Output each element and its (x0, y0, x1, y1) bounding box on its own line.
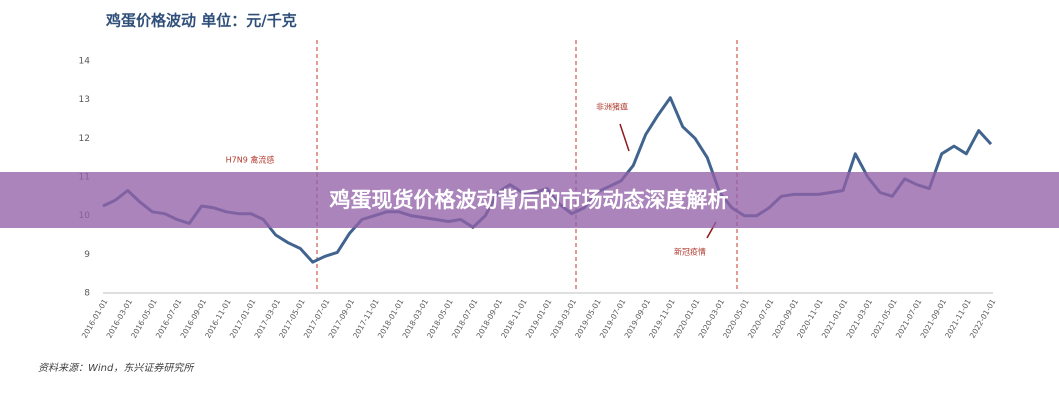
banner (0, 172, 1059, 228)
y-tick-label: 14 (79, 57, 91, 67)
banner-title: 鸡蛋现货价格波动背后的市场动态深度解析 (329, 188, 729, 212)
annotation: 非洲猪瘟 (596, 102, 628, 112)
chart-title: 鸡蛋价格波动 单位：元/千克 (105, 12, 297, 30)
x-tick-label: 2022-01-01 (968, 297, 998, 339)
y-tick-label: 8 (84, 289, 90, 299)
annotation: 新冠疫情 (674, 247, 706, 257)
y-tick-label: 13 (79, 95, 90, 105)
source: 资料来源：Wind，东兴证券研究所 (38, 362, 195, 374)
annotation: H7N9 禽流感 (226, 155, 275, 165)
annotation-arrow (619, 123, 630, 152)
y-tick-label: 12 (79, 134, 90, 144)
y-tick-label: 9 (84, 250, 90, 260)
